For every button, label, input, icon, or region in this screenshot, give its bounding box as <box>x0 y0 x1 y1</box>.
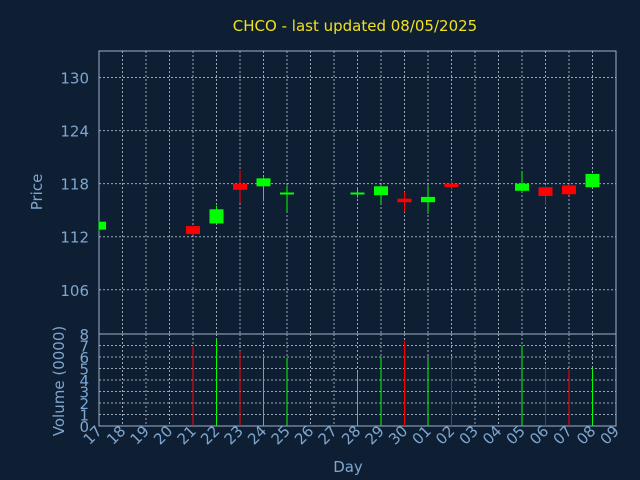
price-tick-label: 130 <box>60 70 89 88</box>
volume-tick-label: 3 <box>79 384 89 402</box>
candle-body <box>256 178 271 187</box>
candle-body <box>186 226 200 235</box>
candle-body <box>562 185 576 195</box>
price-tick-label: 124 <box>60 123 89 141</box>
candle-body <box>374 186 388 196</box>
candle-body <box>444 183 459 188</box>
candle-body <box>233 183 247 190</box>
price-tick-label: 106 <box>60 282 89 300</box>
volume-axis-label: Volume (0000) <box>50 326 68 436</box>
candle-body <box>280 192 294 195</box>
price-candles <box>98 170 600 235</box>
volume-tick-label: 7 <box>79 338 89 356</box>
price-axis-ticks: 106 112 118 124 130 <box>60 70 89 300</box>
candle-body <box>209 209 224 224</box>
volume-tick-label: 1 <box>79 407 89 425</box>
volume-tick-label: 0 <box>79 418 89 436</box>
price-tick-label: 118 <box>60 176 89 194</box>
x-axis-ticks: 1718192021222324252627282930010203040506… <box>80 422 623 448</box>
candle-body <box>585 173 600 188</box>
volume-tick-label: 8 <box>79 326 89 344</box>
price-axis-label: Price <box>28 174 46 211</box>
volume-tick-label: 4 <box>79 372 89 390</box>
candle-body <box>538 187 553 197</box>
candle-body <box>421 196 435 203</box>
candle-body <box>515 183 529 191</box>
chart-title: CHCO - last updated 08/05/2025 <box>233 17 477 35</box>
price-tick-label: 112 <box>60 229 89 247</box>
candle-body <box>99 221 106 230</box>
x-axis-label: Day <box>333 458 363 476</box>
volume-bars <box>192 338 593 426</box>
volume-tick-label: 6 <box>79 349 89 367</box>
volume-tick-label: 2 <box>79 395 89 413</box>
candle-body <box>397 198 412 203</box>
candle-body <box>350 192 365 195</box>
volume-tick-label: 5 <box>79 361 89 379</box>
